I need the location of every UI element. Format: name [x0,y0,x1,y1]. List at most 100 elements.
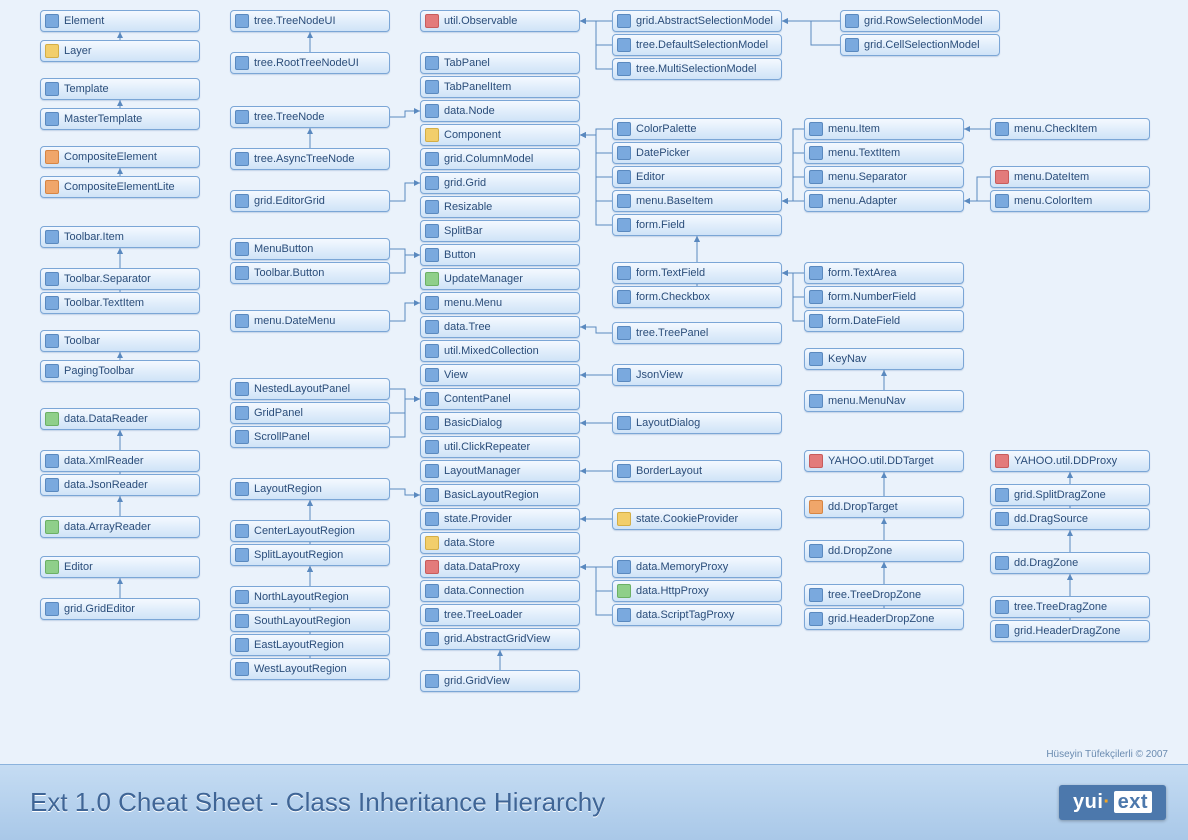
class-label: data.Connection [444,585,573,597]
class-label: Button [444,249,573,261]
class-icon [235,382,249,396]
class-icon [235,242,249,256]
class-icon [425,584,439,598]
class-label: SouthLayoutRegion [254,615,383,627]
class-label: tree.TreePanel [636,327,775,339]
class-label: SplitLayoutRegion [254,549,383,561]
class-node-checkitem: menu.CheckItem [990,118,1150,140]
class-node-scrollpanel: ScrollPanel [230,426,390,448]
footer-bar: Ext 1.0 Cheat Sheet - Class Inheritance … [0,764,1188,840]
class-node-droptarget: dd.DropTarget [804,496,964,518]
class-icon [809,170,823,184]
class-icon [617,170,631,184]
class-icon [617,416,631,430]
class-icon [995,454,1009,468]
class-node-xmlreader: data.XmlReader [40,450,200,472]
class-node-menunav: menu.MenuNav [804,390,964,412]
class-label: Toolbar.Button [254,267,383,279]
class-node-layoutmanager: LayoutManager [420,460,580,482]
class-node-southlayoutregion: SouthLayoutRegion [230,610,390,632]
class-node-menutextitem: menu.TextItem [804,142,964,164]
class-icon [617,560,631,574]
class-icon [425,536,439,550]
class-label: tree.TreeNode [254,111,383,123]
class-label: KeyNav [828,353,957,365]
logo-dot: · [1103,791,1110,813]
class-icon [45,602,59,616]
class-node-roottreenodeui: tree.RootTreeNodeUI [230,52,390,74]
class-icon [425,80,439,94]
class-node-updatemanager: UpdateManager [420,268,580,290]
class-node-view: View [420,364,580,386]
class-icon [425,320,439,334]
class-icon [425,56,439,70]
class-icon [617,62,631,76]
class-label: form.Field [636,219,775,231]
class-node-abstractgridview: grid.AbstractGridView [420,628,580,650]
class-label: data.Node [444,105,573,117]
class-icon [425,296,439,310]
class-icon [617,14,631,28]
class-node-observable: util.Observable [420,10,580,32]
class-node-pagingtoolbar: PagingToolbar [40,360,200,382]
class-node-numberfield: form.NumberField [804,286,964,308]
class-node-memoryproxy: data.MemoryProxy [612,556,782,578]
class-node-layoutregion: LayoutRegion [230,478,390,500]
class-node-absselmodel: grid.AbstractSelectionModel [612,10,782,32]
class-label: state.Provider [444,513,573,525]
class-icon [235,548,249,562]
class-node-multiselmodel: tree.MultiSelectionModel [612,58,782,80]
class-label: grid.AbstractGridView [444,633,573,645]
class-icon [617,194,631,208]
class-node-tabpanelitem: TabPanelItem [420,76,580,98]
class-label: grid.SplitDragZone [1014,489,1143,501]
class-label: tree.TreeDropZone [828,589,957,601]
class-icon [809,266,823,280]
class-label: data.Tree [444,321,573,333]
class-node-arrayreader: data.ArrayReader [40,516,200,538]
class-icon [995,600,1009,614]
class-label: data.MemoryProxy [636,561,775,573]
class-label: Layer [64,45,193,57]
class-label: data.Store [444,537,573,549]
class-icon [235,662,249,676]
class-icon [45,150,59,164]
class-icon [425,14,439,28]
class-label: CompositeElement [64,151,193,163]
class-node-stateprovider: state.Provider [420,508,580,530]
class-node-toolbaritem: Toolbar.Item [40,226,200,248]
class-node-resizable: Resizable [420,196,580,218]
class-label: ContentPanel [444,393,573,405]
class-label: LayoutManager [444,465,573,477]
class-label: tree.TreeDragZone [1014,601,1143,613]
class-icon [45,112,59,126]
class-node-centerlayoutregion: CenterLayoutRegion [230,520,390,542]
class-label: DatePicker [636,147,775,159]
class-icon [809,500,823,514]
class-label: ColorPalette [636,123,775,135]
class-label: Resizable [444,201,573,213]
class-label: grid.ColumnModel [444,153,573,165]
class-label: ScrollPanel [254,431,383,443]
class-icon [425,176,439,190]
class-node-splitlayoutregion: SplitLayoutRegion [230,544,390,566]
class-icon [425,674,439,688]
class-node-datastore: data.Store [420,532,580,554]
class-icon [617,368,631,382]
class-label: form.DateField [828,315,957,327]
class-icon [235,314,249,328]
class-icon [425,248,439,262]
class-icon [45,334,59,348]
class-label: form.TextField [636,267,775,279]
class-node-coloritem: menu.ColorItem [990,190,1150,212]
class-label: EastLayoutRegion [254,639,383,651]
class-icon [425,224,439,238]
class-node-gridgrid: grid.Grid [420,172,580,194]
class-node-basiclayoutregion: BasicLayoutRegion [420,484,580,506]
class-icon [425,392,439,406]
class-label: NestedLayoutPanel [254,383,383,395]
class-label: MasterTemplate [64,113,193,125]
class-icon [45,44,59,58]
class-icon [809,122,823,136]
class-label: CompositeElementLite [64,181,193,193]
